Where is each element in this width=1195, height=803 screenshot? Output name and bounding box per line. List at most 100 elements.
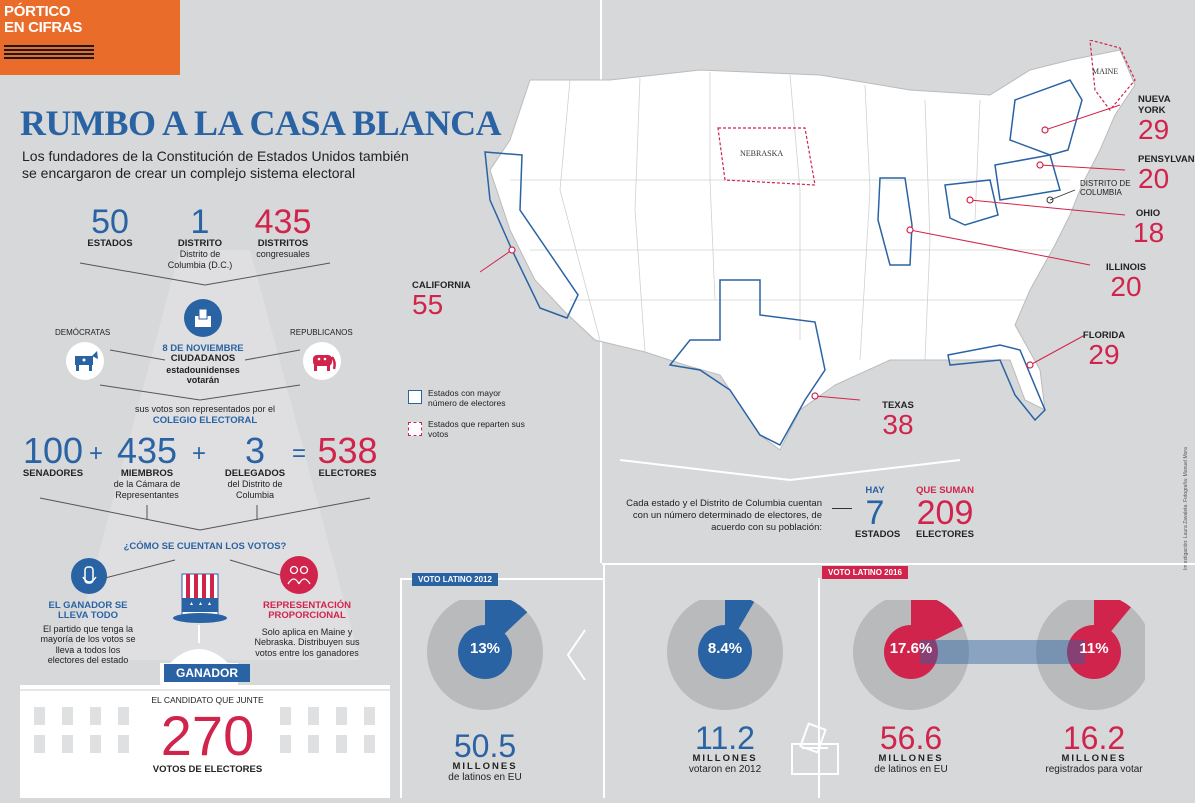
section-divider xyxy=(818,578,820,798)
badge-stripes xyxy=(4,45,94,59)
eq-members-value: 435 xyxy=(116,430,178,471)
total-unit: MILLONES xyxy=(878,753,944,764)
state-name: PENSYLVANIA xyxy=(1138,154,1195,165)
summary-states-label: ESTADOS xyxy=(855,529,901,541)
summary-electors-label: ELECTORES xyxy=(916,529,974,541)
winner-line: EL CANDIDATO QUE JUNTE xyxy=(151,695,264,705)
summary-text: Cada estado y el Distrito de Columbia cu… xyxy=(626,498,822,533)
stat-states: 50 ESTADOS xyxy=(70,205,150,249)
credit-text: Investigación: Laura Zavaleta. Fotografí… xyxy=(1183,447,1189,570)
summary-electors-value: 209 xyxy=(916,494,974,533)
winner-takes-all-text: El partido que tenga la mayoría de los v… xyxy=(40,624,136,666)
total-unit: MILLONES xyxy=(452,761,518,772)
uncle-sam-hat-icon xyxy=(172,572,228,644)
voted-2012-total: 11.2 MILLONES votaron en 2012 xyxy=(665,722,785,776)
summary-suman: QUE SUMAN xyxy=(915,485,975,496)
state-name: OHIO xyxy=(1135,208,1161,219)
donut-voted-2012 xyxy=(667,600,783,710)
state-value: 20 xyxy=(1110,271,1142,302)
state-value: 29 xyxy=(1088,339,1120,370)
eq-electors-label: ELECTORES xyxy=(318,468,377,479)
state-name: FLORIDA xyxy=(1082,330,1126,341)
legend-swatch-split-votes xyxy=(408,422,422,436)
state-ohio: OHIO 18 xyxy=(1133,208,1164,247)
chevron-left-icon xyxy=(566,629,586,681)
eq-delegates-label: DELEGADOS xyxy=(224,468,286,479)
stat-district-sub: Distrito de Columbia (D.C.) xyxy=(167,249,233,270)
badge-line2: EN CIFRAS xyxy=(4,18,83,36)
winner-takes-all-title: EL GANADOR SE LLEVA TODO xyxy=(48,600,128,622)
page-subtitle: Los fundadores de la Constitución de Est… xyxy=(22,148,409,181)
state-value: 29 xyxy=(1138,114,1170,145)
legend-most-electors: Estados con mayor número de electores xyxy=(428,388,506,408)
state-value: 55 xyxy=(412,289,444,320)
section-divider xyxy=(603,563,605,798)
nebraska-label: NEBRASKA xyxy=(740,149,784,158)
eq-delegates-value: 3 xyxy=(244,430,266,471)
college-intro: sus votos son representados por el xyxy=(134,404,276,414)
people-icon xyxy=(280,556,318,594)
republicans-label: REPUBLICANOS xyxy=(290,328,353,337)
state-value: 20 xyxy=(1138,163,1170,194)
total-label: votaron en 2012 xyxy=(688,764,762,776)
plus-sign: + xyxy=(192,440,207,467)
hand-icon xyxy=(71,558,107,594)
summary-hay: HAY xyxy=(865,485,885,496)
total-value: 56.6 xyxy=(879,720,943,756)
eq-members: 435 MIEMBROS de la Cámara de Representan… xyxy=(104,433,190,500)
state-california: CALIFORNIA 55 xyxy=(412,280,471,319)
page-title: RUMBO A LA CASA BLANCA xyxy=(20,103,502,143)
donkey-icon xyxy=(66,342,104,380)
winner-value: 270 xyxy=(160,704,255,767)
section-divider xyxy=(602,563,1195,565)
state-name: DISTRITO DE COLUMBIA xyxy=(1080,179,1131,197)
democrats-label: DEMÓCRATAS xyxy=(55,328,111,337)
state-name: ILLINOIS xyxy=(1105,262,1147,273)
latinos-2016-total: 56.6 MILLONES de latinos en EU xyxy=(851,722,971,776)
count-question: ¿CÓMO SE CUENTAN LOS VOTOS? xyxy=(123,541,287,552)
donut-center xyxy=(884,625,938,679)
summary-lines xyxy=(619,459,961,481)
stat-district-value: 1 xyxy=(190,203,210,241)
winner-label: VOTOS DE ELECTORES xyxy=(152,764,263,775)
eq-members-label: MIEMBROS xyxy=(120,468,174,479)
funnel-lines xyxy=(39,250,371,660)
elephant-icon xyxy=(303,342,341,380)
donut-center xyxy=(698,625,752,679)
state-new-york: NUEVA YORK 29 xyxy=(1138,94,1195,144)
latino-2012-tag: VOTO LATINO 2012 xyxy=(412,573,498,586)
donut-latino-2012 xyxy=(427,600,543,710)
eq-members-sub: de la Cámara de Representantes xyxy=(113,479,181,500)
total-unit: MILLONES xyxy=(692,753,758,764)
donut-registered xyxy=(1036,600,1145,710)
summary-electors: QUE SUMAN 209 ELECTORES xyxy=(910,485,980,541)
donut-voted-label: 8.4% xyxy=(707,640,743,657)
stat-districts-value: 435 xyxy=(254,203,312,241)
stat-district-label: DISTRITO xyxy=(177,238,223,249)
eq-electors: 538 ELECTORES xyxy=(310,433,385,479)
stat-districts-label: DISTRITOS xyxy=(257,238,309,249)
total-label: registrados para votar xyxy=(1045,764,1143,776)
ballot-box-icon xyxy=(184,299,222,337)
eq-delegates: 3 DELEGADOS del Distrito de Columbia xyxy=(220,433,290,500)
vote-line2: estadounidenses xyxy=(166,364,240,375)
eq-delegates-sub: del Distrito de Columbia xyxy=(227,479,283,500)
donut-charts xyxy=(427,600,1145,710)
summary-states-value: 7 xyxy=(865,494,885,533)
stat-states-value: 50 xyxy=(91,203,129,241)
section-divider xyxy=(400,578,605,580)
summary-states: HAY 7 ESTADOS xyxy=(855,485,901,541)
maine-label: MAINE xyxy=(1092,67,1119,76)
state-value: 38 xyxy=(882,409,914,440)
legend-split-votes: Estados que reparten sus votos xyxy=(428,419,525,439)
total-value: 16.2 xyxy=(1062,720,1126,756)
vote-info: 8 DE NOVIEMBRE CIUDADANOS estadounidense… xyxy=(140,343,266,386)
equals-sign: = xyxy=(292,440,307,467)
state-texas: TEXAS 38 xyxy=(876,400,920,439)
stat-states-label: ESTADOS xyxy=(87,238,133,249)
stat-district: 1 DISTRITO Distrito de Columbia (D.C.) xyxy=(160,205,240,270)
donut-latino-2012-label: 13% xyxy=(469,640,501,657)
proportional-title: REPRESENTACIÓN PROPORCIONAL xyxy=(263,600,351,622)
donut-latinos-label: 17.6% xyxy=(889,640,933,657)
latino-2016-tag: VOTO LATINO 2016 xyxy=(822,566,908,579)
